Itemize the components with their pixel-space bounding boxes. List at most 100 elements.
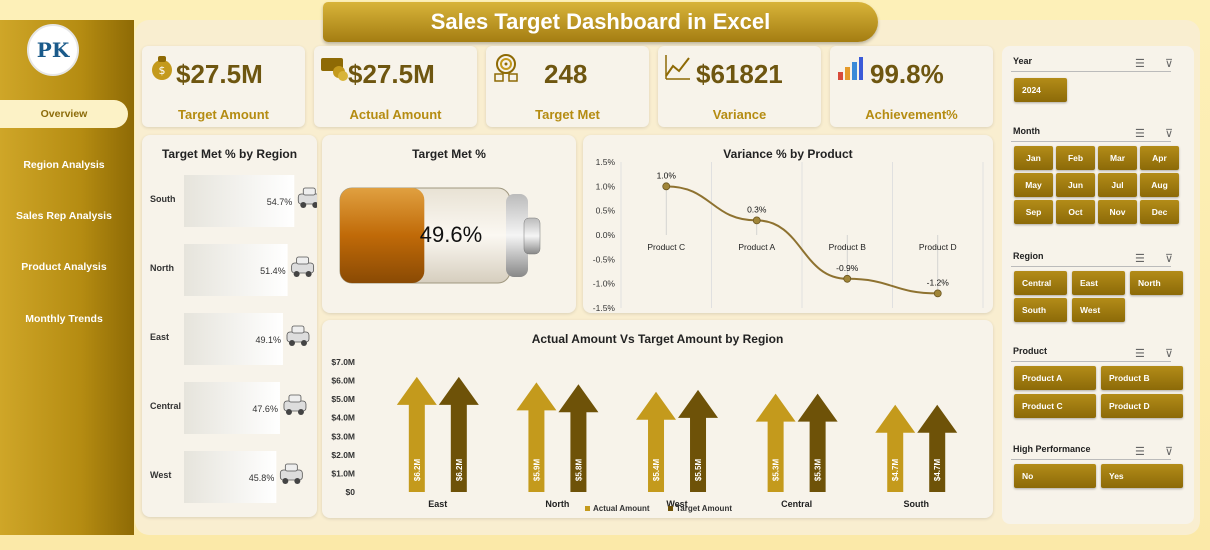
slicer-btn-product-a[interactable]: Product A [1014, 366, 1096, 390]
avt-bar-target [558, 384, 599, 492]
slicer-btn-product-b[interactable]: Product B [1101, 366, 1183, 390]
variance-point [843, 274, 852, 283]
slicer-btn-month-nov[interactable]: Nov [1098, 200, 1137, 224]
avt-data-label: $6.2M [455, 459, 464, 482]
avt-bar-target [797, 393, 838, 492]
slicer-btn-month-apr[interactable]: Apr [1140, 146, 1179, 170]
variance-ytick-label: 1.0% [596, 181, 616, 191]
avt-ytick-label: $4.0M [331, 413, 355, 423]
slicer-btn-product-d[interactable]: Product D [1101, 394, 1183, 418]
slicer-btn-month-oct[interactable]: Oct [1056, 200, 1095, 224]
clear-filter-icon[interactable]: ⊽ [1165, 253, 1174, 265]
variance-category-label: Product B [829, 242, 867, 252]
slicer-btn-region-central[interactable]: Central [1014, 271, 1067, 295]
slicer-btn-product-c[interactable]: Product C [1014, 394, 1096, 418]
kpi-value: $61821 [696, 59, 783, 89]
slicer-divider [1011, 71, 1171, 72]
slicer-btn-month-jul[interactable]: Jul [1098, 173, 1137, 197]
slicer-title: Region [1013, 251, 1044, 261]
kpi-label: Variance [712, 107, 767, 122]
company-logo: PK [27, 24, 79, 76]
slicer-btn-hp-no[interactable]: No [1014, 464, 1096, 488]
multi-select-icon[interactable]: ☰ [1135, 128, 1145, 140]
slicer-btn-month-jan[interactable]: Jan [1014, 146, 1053, 170]
multi-select-icon[interactable]: ☰ [1135, 446, 1145, 458]
multi-select-icon[interactable]: ☰ [1135, 58, 1145, 70]
slicer-btn-region-west[interactable]: West [1072, 298, 1125, 322]
slicer-btn-region-south[interactable]: South [1014, 298, 1067, 322]
slicer-divider [1011, 141, 1171, 142]
slicer-btn-month-mar[interactable]: Mar [1098, 146, 1137, 170]
avt-bar-actual [396, 376, 437, 492]
slicer-btn-region-east[interactable]: East [1072, 271, 1125, 295]
nav-overview[interactable]: Overview [0, 100, 128, 128]
avt-ytick-label: $1.0M [331, 468, 355, 478]
avt-category-label: East [428, 499, 447, 509]
kpi-value: 248 [544, 59, 588, 89]
chart-title: Variance % by Product [723, 147, 853, 161]
target-icon [494, 54, 518, 82]
region-target-panel: Target Met % by Region South 54.7% North 51… [142, 135, 317, 517]
slicer-region: Region ☰ ⊽ Central East North South West [1007, 251, 1191, 331]
variance-panel: Variance % by Product 1.5% 1.0% 0.5% 0.0% -0… [583, 135, 993, 313]
legend-label: Target Amount [676, 504, 732, 513]
region-axis-label: West [150, 470, 171, 480]
variance-category-label: Product D [919, 242, 957, 252]
slicer-title: High Performance [1013, 444, 1091, 454]
money-bag-icon: $ [152, 56, 172, 80]
slicer-btn-month-may[interactable]: May [1014, 173, 1053, 197]
variance-ytick-label: 1.5% [596, 157, 616, 167]
variance-ytick-label: -1.0% [593, 279, 616, 289]
avt-ytick-label: $5.0M [331, 394, 355, 404]
chart-title: Actual Amount Vs Target Amount by Region [531, 332, 784, 346]
kpi-variance: $61821 Variance [658, 46, 821, 127]
clear-filter-icon[interactable]: ⊽ [1165, 58, 1174, 70]
slicer-btn-month-feb[interactable]: Feb [1056, 146, 1095, 170]
slicer-btn-month-jun[interactable]: Jun [1056, 173, 1095, 197]
battery-fill [340, 188, 425, 283]
kpi-achievement: 99.8% Achievement% [830, 46, 993, 127]
variance-data-label: -0.9% [836, 263, 859, 273]
region-bar [184, 175, 295, 227]
avt-category-label: North [545, 499, 569, 509]
slicer-btn-month-aug[interactable]: Aug [1140, 173, 1179, 197]
region-target-chart: South 54.7% North 51.4% East 49.1% Central 47.6… [150, 175, 317, 503]
clear-filter-icon[interactable]: ⊽ [1165, 348, 1174, 360]
legend-label: Actual Amount [593, 504, 650, 513]
slicer-btn-month-dec[interactable]: Dec [1140, 200, 1179, 224]
multi-select-icon[interactable]: ☰ [1135, 253, 1145, 265]
avt-data-label: $6.2M [413, 459, 422, 482]
variance-ytick-label: -0.5% [593, 254, 616, 264]
bar-growth-icon [838, 57, 863, 80]
slicer-btn-region-north[interactable]: North [1130, 271, 1183, 295]
battery-terminal [523, 217, 541, 255]
variance-data-label: 0.3% [747, 204, 767, 214]
slicer-btn-2024[interactable]: 2024 [1014, 78, 1067, 102]
multi-select-icon[interactable]: ☰ [1135, 348, 1145, 360]
slicer-panel: Year ☰ ⊽ 2024 Month ☰ ⊽ Jan Feb Mar Apr May J… [1002, 46, 1194, 524]
nav-sales-rep-analysis[interactable]: Sales Rep Analysis [16, 210, 112, 222]
avt-bar-actual [755, 393, 796, 492]
car-icon [283, 394, 307, 415]
region-bar [184, 313, 283, 365]
slicer-btn-month-sep[interactable]: Sep [1014, 200, 1053, 224]
chart-title: Target Met % by Region [161, 147, 298, 161]
variance-category-label: Product C [647, 242, 685, 252]
slicer-btn-hp-yes[interactable]: Yes [1101, 464, 1183, 488]
variance-point [933, 289, 942, 298]
nav-region-analysis[interactable]: Region Analysis [23, 159, 105, 171]
slicer-year: Year ☰ ⊽ 2024 [1007, 56, 1191, 116]
variance-ytick-label: 0.0% [596, 230, 616, 240]
avt-bar-actual [516, 382, 557, 492]
clear-filter-icon[interactable]: ⊽ [1165, 446, 1174, 458]
car-icon [297, 187, 317, 208]
slicer-high-performance: High Performance ☰ ⊽ No Yes [1007, 444, 1191, 494]
nav-product-analysis[interactable]: Product Analysis [21, 261, 107, 273]
region-axis-label: South [150, 194, 176, 204]
kpi-target-amount: $ $27.5M Target Amount [142, 46, 305, 127]
clear-filter-icon[interactable]: ⊽ [1165, 128, 1174, 140]
avt-bar-actual [636, 391, 677, 492]
target-met-gauge-panel: Target Met % 49.6% [322, 135, 576, 313]
nav-monthly-trends[interactable]: Monthly Trends [25, 313, 103, 325]
